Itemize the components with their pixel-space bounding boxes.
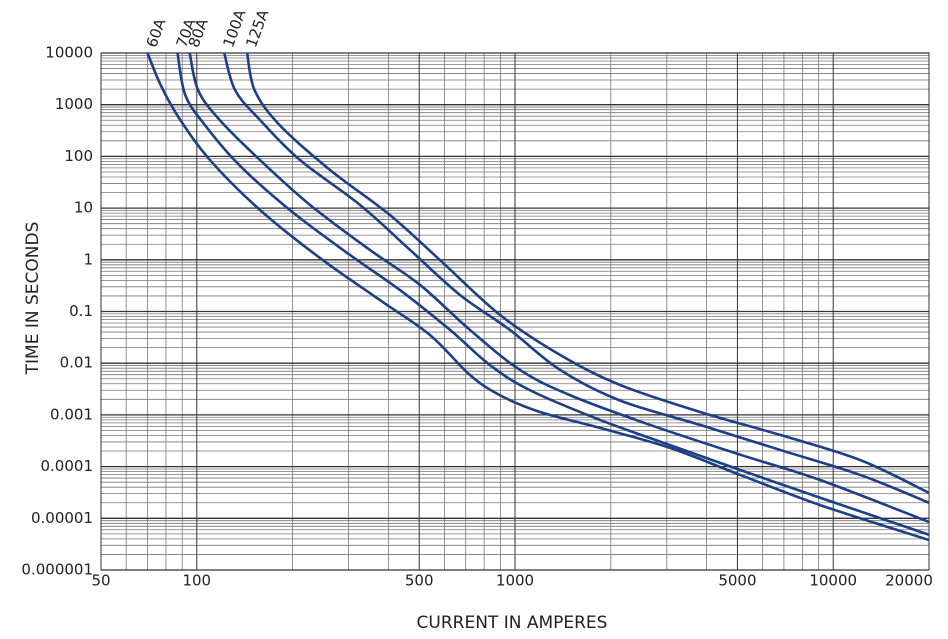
grid — [100, 52, 930, 571]
curve — [188, 52, 930, 524]
x-tick-label: 10000 — [809, 572, 857, 590]
x-tick-label: 50 — [91, 572, 110, 590]
series-label: 60A — [143, 15, 170, 49]
y-tick-label: 0.0001 — [41, 457, 94, 475]
plot-border — [100, 52, 930, 571]
curve — [223, 52, 930, 504]
x-tick-label: 500 — [405, 572, 434, 590]
x-tick-label: 100 — [182, 572, 211, 590]
y-tick-label: 0.00001 — [31, 509, 93, 527]
y-tick-label: 10000 — [45, 44, 93, 62]
y-tick-label: 0.01 — [60, 354, 93, 372]
y-tick-label: 10 — [74, 199, 93, 217]
y-tick-label: 0.1 — [69, 302, 93, 320]
y-axis-title: TIME IN SECONDS — [23, 222, 43, 376]
y-tick-label: 1000 — [55, 95, 93, 113]
curve — [245, 52, 930, 495]
x-tick-label: 20000 — [885, 572, 933, 590]
x-tick-label: 1000 — [496, 572, 534, 590]
x-axis-title: CURRENT IN AMPERES — [417, 613, 608, 633]
y-tick-label: 100 — [64, 147, 93, 165]
curve — [146, 52, 930, 542]
x-tick-label: 5000 — [718, 572, 756, 590]
y-tick-label: 0.000001 — [21, 561, 93, 579]
y-tick-label: 0.001 — [50, 405, 93, 423]
curve — [176, 52, 930, 537]
y-tick-label: 1 — [83, 250, 93, 268]
